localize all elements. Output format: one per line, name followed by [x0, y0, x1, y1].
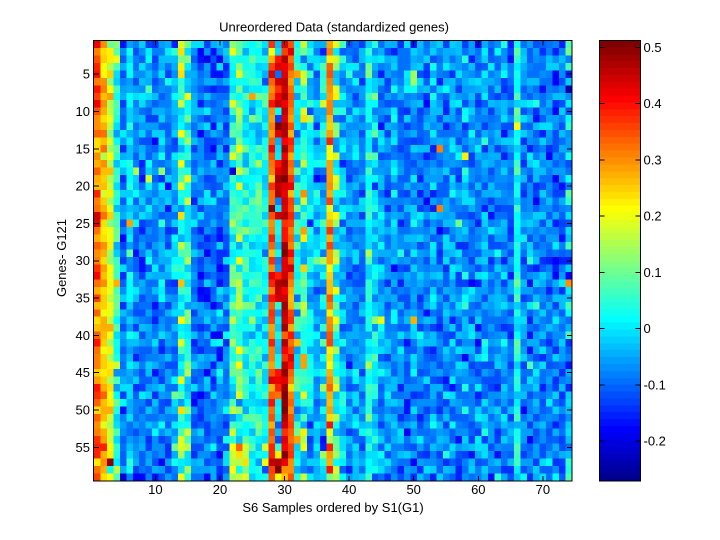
svg-text:50: 50 — [76, 403, 90, 418]
svg-text:55: 55 — [76, 440, 90, 455]
svg-text:10: 10 — [148, 482, 162, 497]
svg-text:40: 40 — [342, 482, 356, 497]
svg-text:S6 Samples ordered by S1(G1): S6 Samples ordered by S1(G1) — [242, 500, 423, 515]
svg-text:15: 15 — [76, 141, 90, 156]
svg-text:10: 10 — [76, 104, 90, 119]
svg-text:0.2: 0.2 — [644, 209, 662, 224]
svg-text:20: 20 — [213, 482, 227, 497]
svg-text:-0.2: -0.2 — [644, 434, 666, 449]
svg-text:30: 30 — [76, 253, 90, 268]
svg-text:0.4: 0.4 — [644, 96, 662, 111]
svg-text:40: 40 — [76, 328, 90, 343]
svg-text:-0.1: -0.1 — [644, 377, 666, 392]
svg-text:Genes- G121: Genes- G121 — [54, 219, 69, 297]
svg-text:25: 25 — [76, 216, 90, 231]
svg-text:0: 0 — [644, 321, 651, 336]
svg-text:35: 35 — [76, 291, 90, 306]
svg-text:20: 20 — [76, 179, 90, 194]
svg-text:0.3: 0.3 — [644, 152, 662, 167]
svg-text:45: 45 — [76, 365, 90, 380]
svg-text:60: 60 — [471, 482, 485, 497]
svg-text:5: 5 — [83, 67, 90, 82]
svg-text:0.1: 0.1 — [644, 265, 662, 280]
svg-text:70: 70 — [536, 482, 550, 497]
svg-text:0.5: 0.5 — [644, 40, 662, 55]
svg-text:Unreordered Data (standardized: Unreordered Data (standardized genes) — [219, 20, 449, 35]
svg-text:30: 30 — [277, 482, 291, 497]
svg-text:50: 50 — [406, 482, 420, 497]
